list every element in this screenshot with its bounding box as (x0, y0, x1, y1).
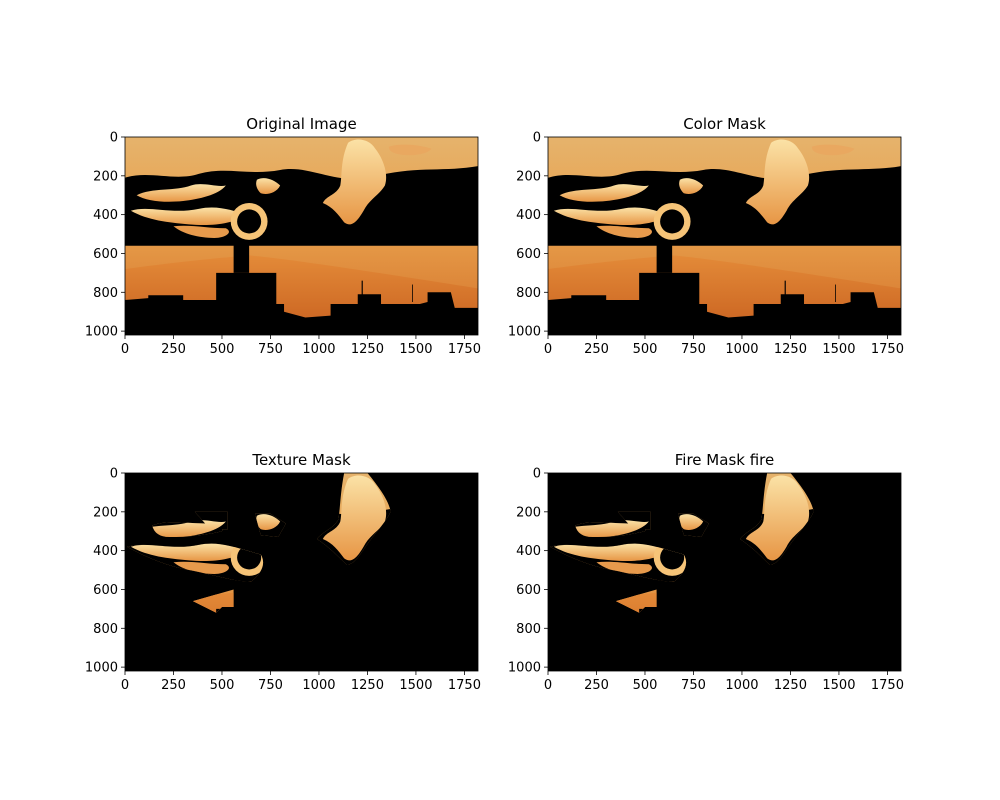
y-tick-label: 600 (93, 247, 118, 262)
subplot-1: Original Image 0 250 500 750 1000 1250 1500 1750… (85, 115, 481, 357)
y-tick-label: 600 (93, 583, 118, 598)
x-tick-label: 1250 (351, 342, 384, 357)
subplot-2: Color Mask 0 250 500 750 1000 1250 1500 1750 0 200… (508, 115, 904, 357)
x-tick-label: 1000 (725, 342, 758, 357)
y-tick-label: 1000 (85, 661, 118, 676)
y-tick-label: 200 (516, 505, 541, 520)
x-tick-label: 1500 (822, 678, 855, 693)
x-tick-label: 1250 (774, 678, 807, 693)
x-tick-label: 1250 (774, 342, 807, 357)
y-tick-label: 1000 (85, 325, 118, 340)
x-tick-label: 250 (584, 678, 609, 693)
subplot-title: Texture Mask (251, 451, 351, 469)
x-tick-label: 1500 (822, 342, 855, 357)
x-tick-label: 500 (210, 342, 235, 357)
x-tick-label: 500 (633, 342, 658, 357)
x-tick-label: 1000 (725, 678, 758, 693)
axes-frame (124, 472, 479, 672)
image-background (548, 473, 901, 671)
y-tick-label: 200 (516, 169, 541, 184)
image-content (125, 137, 478, 335)
image-content (548, 137, 901, 335)
x-tick-label: 500 (210, 678, 235, 693)
y-tick-label: 800 (516, 622, 541, 637)
subplot-image (548, 473, 901, 671)
x-tick-label: 1250 (351, 678, 384, 693)
x-tick-label: 500 (633, 678, 658, 693)
x-tick-label: 1500 (399, 678, 432, 693)
x-tick-label: 1500 (399, 342, 432, 357)
x-tick-label: 1000 (302, 342, 335, 357)
x-tick-label: 1750 (448, 678, 481, 693)
subplot-title: Fire Mask fire (675, 451, 774, 469)
y-tick-label: 800 (516, 286, 541, 301)
x-tick-label: 750 (681, 342, 706, 357)
x-tick-label: 0 (544, 342, 552, 357)
y-tick-label: 0 (110, 131, 118, 146)
subplot-image (125, 137, 478, 335)
x-tick-label: 1750 (448, 342, 481, 357)
x-tick-label: 250 (161, 678, 186, 693)
y-tick-label: 600 (516, 247, 541, 262)
subplot-4: Fire Mask fire 0 250 500 750 1000 1250 1500 1750… (508, 451, 904, 693)
subplot-title: Color Mask (683, 115, 766, 133)
y-tick-label: 600 (516, 583, 541, 598)
x-tick-label: 250 (161, 342, 186, 357)
subplot-title: Original Image (246, 115, 356, 133)
y-tick-label: 0 (110, 467, 118, 482)
y-tick-label: 400 (93, 208, 118, 223)
image-background (125, 473, 478, 671)
subplot-3: Texture Mask 0 250 500 750 1000 1250 1500 1750 0 2… (85, 451, 481, 693)
y-tick-label: 800 (93, 622, 118, 637)
axes-frame (547, 472, 902, 672)
y-tick-label: 1000 (508, 661, 541, 676)
subplot-image (548, 137, 901, 335)
y-tick-label: 1000 (508, 325, 541, 340)
y-tick-label: 400 (516, 208, 541, 223)
x-tick-label: 0 (121, 678, 129, 693)
x-tick-label: 0 (544, 678, 552, 693)
y-tick-label: 0 (533, 131, 541, 146)
x-tick-label: 750 (258, 342, 283, 357)
x-tick-label: 1750 (871, 342, 904, 357)
x-tick-label: 250 (584, 342, 609, 357)
subplot-image (125, 473, 478, 671)
y-tick-label: 800 (93, 286, 118, 301)
y-tick-label: 400 (516, 544, 541, 559)
y-tick-label: 0 (533, 467, 541, 482)
x-tick-label: 0 (121, 342, 129, 357)
x-tick-label: 750 (258, 678, 283, 693)
y-tick-label: 400 (93, 544, 118, 559)
y-tick-label: 200 (93, 169, 118, 184)
x-tick-label: 1750 (871, 678, 904, 693)
x-tick-label: 1000 (302, 678, 335, 693)
x-tick-label: 750 (681, 678, 706, 693)
axes-frame (124, 136, 479, 336)
axes-frame (547, 136, 902, 336)
y-tick-label: 200 (93, 505, 118, 520)
